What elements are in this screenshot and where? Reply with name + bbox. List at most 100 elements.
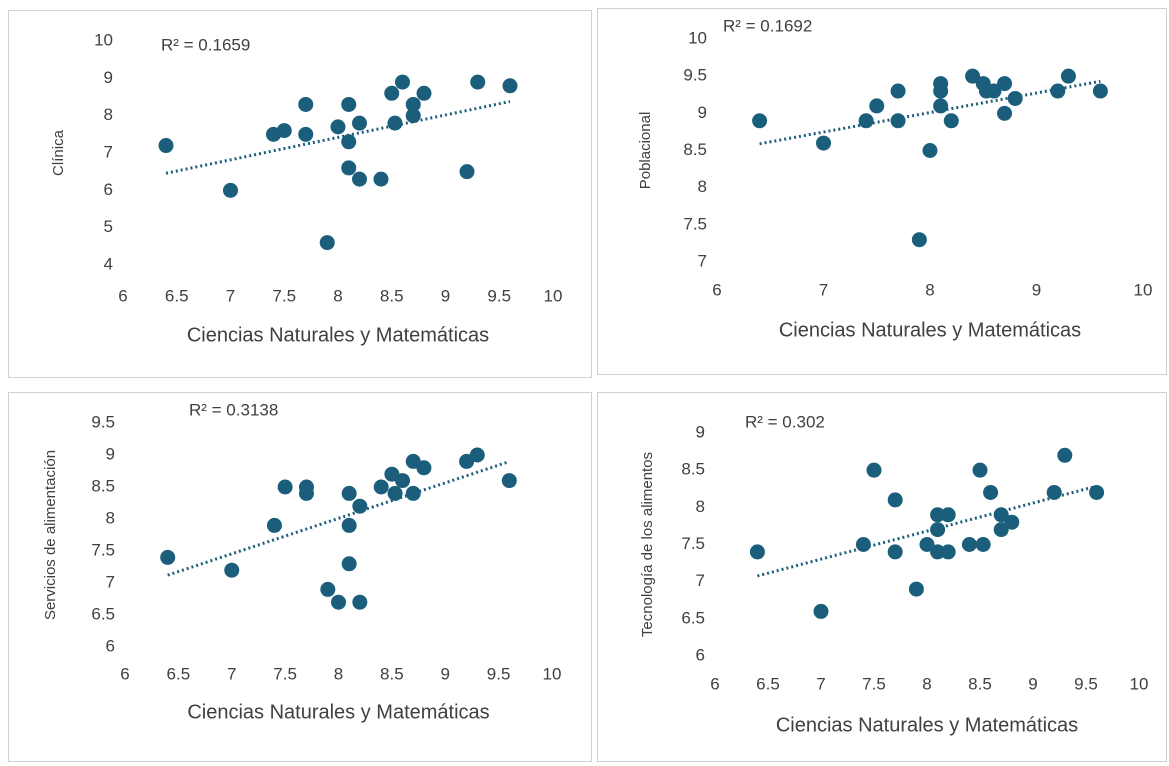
point [266,517,282,533]
x-axis-label: Ciencias Naturales y Matemáticas [187,324,489,346]
y-tick-label: 9 [106,444,115,463]
point [943,113,959,129]
point [373,171,389,187]
y-tick-label: 7 [104,142,113,161]
point [858,113,874,129]
point [986,83,1002,99]
x-tick-label: 10 [544,286,563,305]
point [930,507,946,523]
x-tick-label: 7 [227,664,236,683]
y-tick-label: 8 [104,105,113,124]
x-tick-label: 7 [819,280,828,299]
y-tick-label: 9 [696,422,705,441]
point [922,143,938,158]
x-axis-label: Ciencias Naturales y Matemáticas [779,319,1081,341]
annotation: R² = 0.1692 [723,16,812,35]
annotation: R² = 0.302 [745,412,825,431]
x-tick-label: 8.5 [380,286,404,305]
point [298,485,314,501]
point [933,98,949,114]
point [352,171,367,187]
point [298,126,314,142]
point [277,479,293,495]
x-tick-label: 6.5 [167,664,191,683]
y-tick-label: 9 [104,68,113,87]
y-tick-label: 7.5 [91,540,115,559]
point [930,544,946,560]
point [158,138,174,154]
y-tick-label: 6 [104,180,113,199]
chart-panel: 4 5 6 7 8 9 10 6 6.5 7 7.5 8 8.5 9 9.5 10 Ciencias Natur… [8,10,592,378]
y-tick-label: 7 [106,572,115,591]
x-tick-label: 10 [543,664,562,683]
point [866,462,882,478]
point [352,498,368,514]
x-tick-label: 6.5 [756,674,780,693]
point [933,83,949,99]
y-tick-label: 6 [106,636,115,655]
point [890,83,906,99]
x-tick-label: 8 [922,674,931,693]
point [387,485,403,501]
point [890,113,906,129]
trendline [759,79,1101,146]
point [983,484,999,500]
x-tick-label: 7.5 [272,286,296,305]
point [1007,90,1023,106]
y-tick-label: 9.5 [683,66,707,85]
point [276,123,292,139]
x-tick-label: 8.5 [968,674,992,693]
point [224,562,240,578]
y-tick-label: 8.5 [683,140,707,159]
trendline [757,484,1097,578]
point [940,507,956,523]
point [416,460,432,476]
point [1004,514,1020,530]
y-tick-label: 5 [104,217,113,236]
trendline [167,460,510,577]
point [1050,83,1066,99]
y-tick-label: 10 [94,30,113,49]
point [997,76,1013,92]
point [972,462,988,478]
y-tick-label: 8.5 [681,460,705,479]
x-tick-label: 9 [1032,280,1041,299]
point [993,507,1009,523]
x-tick-label: 6 [118,286,127,305]
point [813,603,829,619]
point [341,485,357,501]
point [160,549,176,565]
y-tick-label: 6 [696,645,705,664]
point [1046,484,1062,500]
point [341,160,357,176]
x-tick-label: 8 [925,280,934,299]
x-tick-label: 8.5 [380,664,404,683]
point [319,235,335,251]
point [887,544,903,560]
y-tick-label: 8 [696,497,705,516]
x-tick-label: 6 [710,674,719,693]
point [341,517,357,533]
point [940,544,956,560]
y-tick-label: 7 [696,571,705,590]
y-tick-label: 6.5 [681,608,705,627]
x-axis-label: Ciencias Naturales y Matemáticas [187,701,489,723]
y-axis-label: Poblacional [637,112,654,190]
x-tick-label: 6.5 [165,286,189,305]
point [908,581,924,597]
x-axis-label: Ciencias Naturales y Matemáticas [776,714,1078,736]
point [965,68,981,84]
point [919,537,935,552]
point [459,164,475,180]
point [470,74,486,90]
y-tick-label: 10 [688,28,707,47]
x-tick-label: 7.5 [273,664,297,683]
x-tick-label: 9.5 [1074,674,1098,693]
x-tick-label: 9.5 [487,286,511,305]
chart-panel: 6 6.5 7 7.5 8 8.5 9 6 6.5 7 7.5 8 8.5 9 9.5 10 Ciencias … [597,392,1167,762]
y-tick-label: 7.5 [681,534,705,553]
y-tick-label: 9 [698,103,707,122]
x-tick-label: 10 [1130,674,1149,693]
